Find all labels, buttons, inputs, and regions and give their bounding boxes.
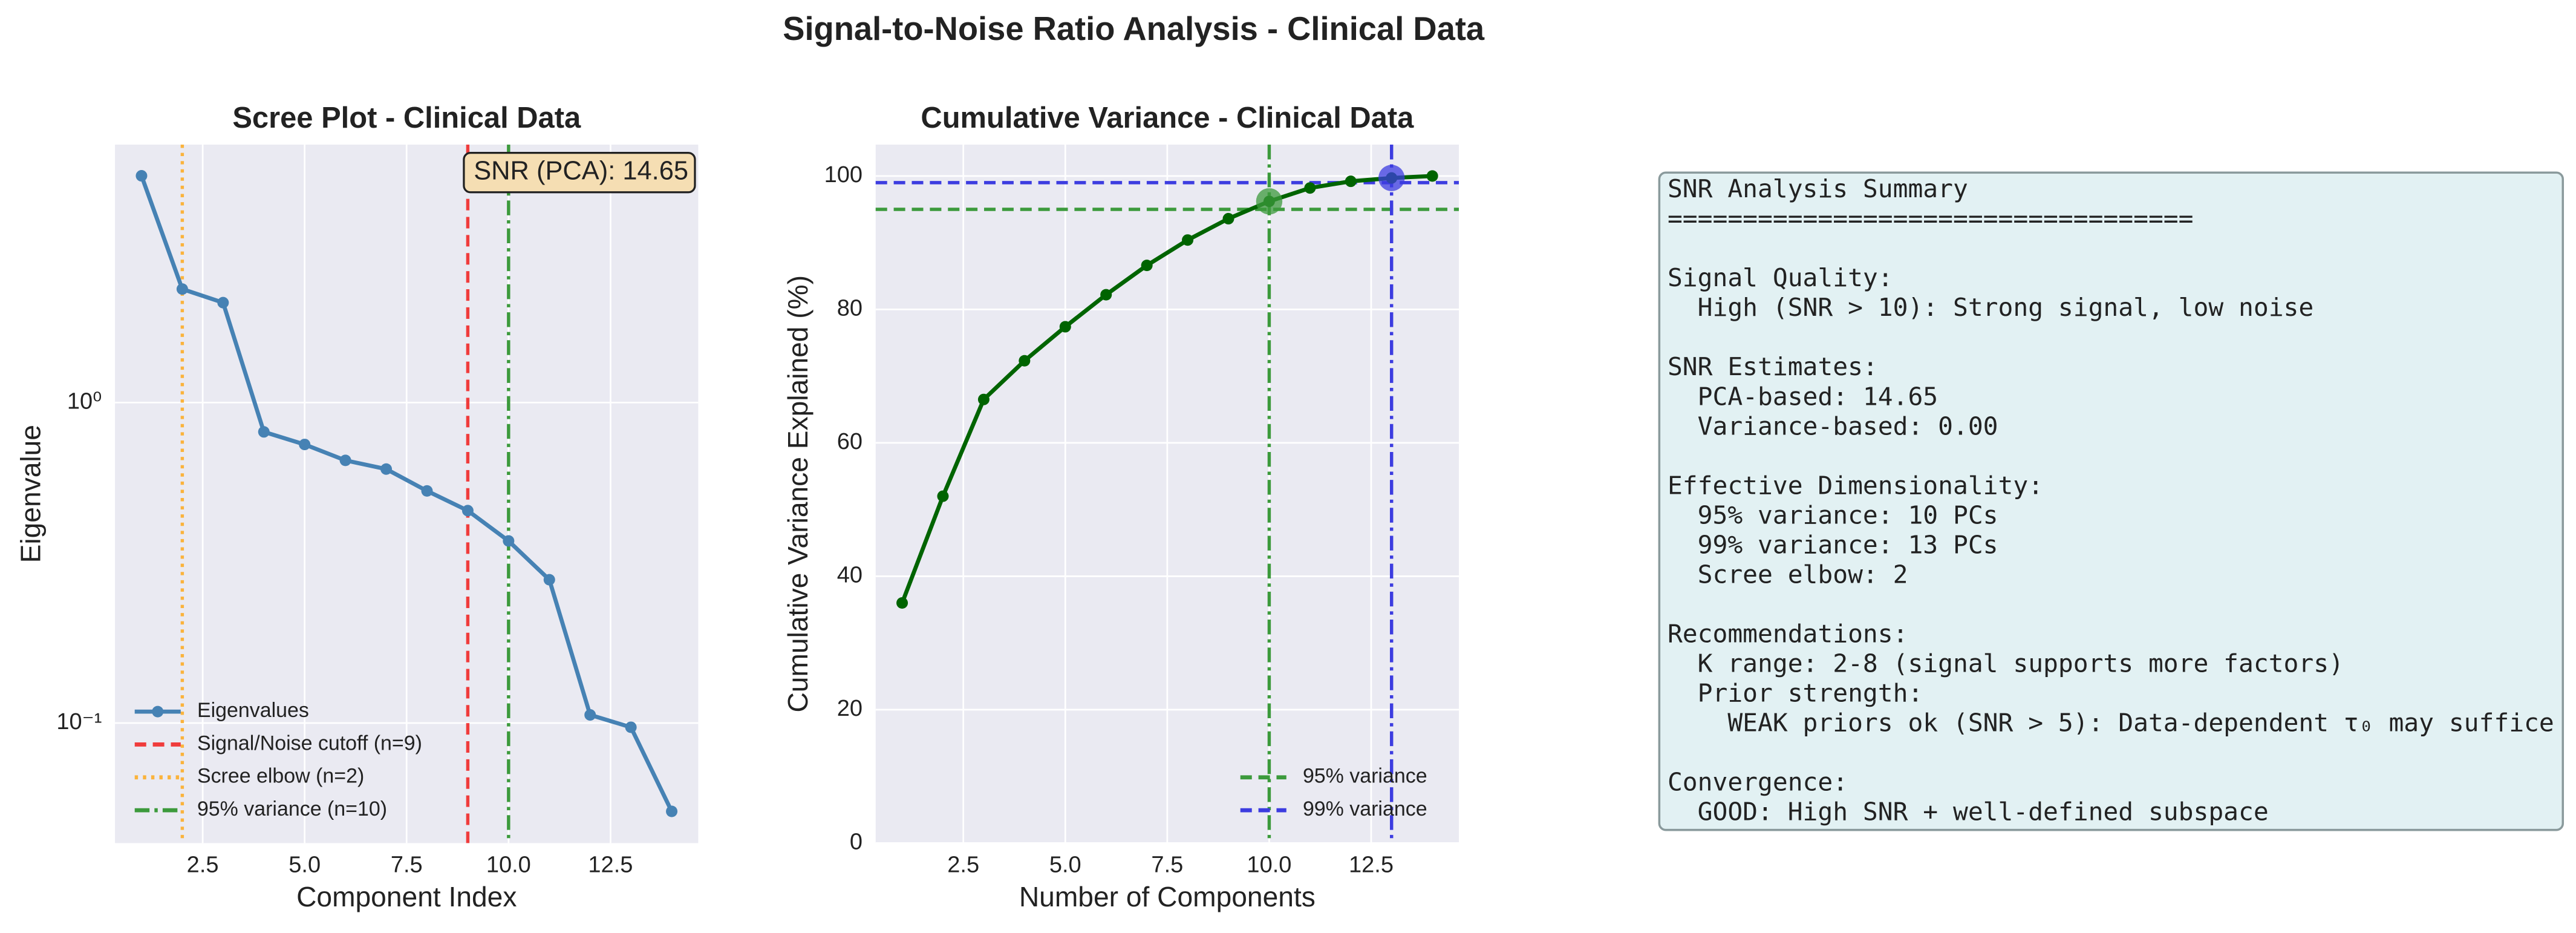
summary-line: PCA-based: 14.65 — [1668, 382, 1938, 411]
summary-rule: =================================== — [1668, 204, 2194, 233]
y-tick-label: 80 — [837, 295, 862, 321]
data-point — [1100, 289, 1112, 301]
data-point — [421, 485, 433, 497]
legend-label: Signal/Noise cutoff (n=9) — [197, 732, 422, 755]
y-tick-label: 20 — [837, 696, 862, 721]
highlight-point — [1256, 188, 1283, 215]
highlight-point — [1378, 165, 1405, 191]
summary-heading: Signal Quality: — [1668, 263, 1893, 292]
summary-line: 95% variance: 10 PCs — [1668, 500, 1998, 529]
summary-line: Variance-based: 0.00 — [1668, 411, 1998, 440]
data-point — [977, 393, 990, 405]
data-point — [339, 454, 351, 466]
data-point — [258, 426, 270, 438]
y-tick-label: 10⁻¹ — [56, 709, 102, 735]
data-point — [461, 505, 474, 517]
plot: 2.5 5.0 7.5 10.0 12.5 0 20 40 60 80 100 Cumulative … — [782, 102, 1459, 912]
summary-heading: Convergence: — [1668, 768, 1848, 797]
summary-panel: SNR Analysis Summary====================… — [1658, 171, 2565, 831]
data-point — [380, 463, 393, 475]
x-axis-label: Number of Components — [1019, 881, 1316, 912]
chart-title: Scree Plot - Clinical Data — [232, 102, 581, 134]
x-tick-label: 7.5 — [1151, 852, 1183, 877]
y-tick-label: 10⁰ — [67, 388, 102, 414]
data-point — [896, 597, 908, 609]
legend-label: Scree elbow (n=2) — [197, 765, 364, 788]
y-axis-label: Eigenvalue — [15, 425, 47, 563]
figure-title: Signal-to-Noise Ratio Analysis - Clinica… — [783, 10, 1485, 47]
summary-line: GOOD: High SNR + well-defined subspace — [1668, 797, 2269, 827]
data-point — [1222, 212, 1234, 224]
annotation: SNR (PCA): 14.65 — [474, 157, 688, 186]
x-tick-label: 5.0 — [289, 852, 321, 877]
data-point — [1059, 321, 1071, 333]
data-point — [1141, 260, 1153, 272]
data-line — [139, 175, 674, 813]
x-tick-label: 12.5 — [588, 852, 633, 877]
data-point — [1304, 182, 1316, 194]
plot: 2.5 5.0 7.5 10.0 12.5 10⁻¹ 10⁰ Scree Plot - Cli… — [15, 102, 699, 912]
x-tick-label: 7.5 — [391, 852, 423, 877]
data-line — [900, 174, 1433, 604]
legend-label: 95% variance (n=10) — [197, 797, 387, 820]
data-point — [543, 574, 555, 586]
data-point — [937, 490, 949, 502]
summary-line: WEAK priors ok (SNR > 5): Data-dependent… — [1668, 709, 2554, 738]
x-axis-label: Component Index — [296, 881, 517, 912]
y-tick-label: 100 — [824, 162, 862, 188]
legend-label: 99% variance — [1303, 797, 1427, 820]
x-tick-label: 5.0 — [1049, 852, 1081, 877]
summary-heading: SNR Estimates: — [1668, 352, 1878, 381]
y-tick-label: 0 — [850, 829, 862, 854]
summary-title: SNR Analysis Summary — [1668, 174, 1968, 203]
data-point — [503, 535, 515, 547]
data-point — [1019, 355, 1031, 367]
data-point — [625, 721, 637, 733]
legend-marker — [152, 705, 164, 718]
x-tick-label: 2.5 — [947, 852, 979, 877]
annotation-box — [463, 151, 696, 194]
summary-heading: Effective Dimensionality: — [1668, 471, 2043, 500]
data-point — [135, 170, 148, 182]
x-tick-label: 10.0 — [486, 852, 531, 877]
data-point — [666, 805, 678, 817]
data-point — [584, 709, 596, 721]
summary-line: High (SNR > 10): Strong signal, low nois… — [1668, 293, 2314, 322]
chart-title: Cumulative Variance - Clinical Data — [921, 102, 1414, 134]
y-axis-label: Cumulative Variance Explained (%) — [782, 275, 814, 713]
summary-line: Scree elbow: 2 — [1668, 560, 1908, 589]
y-tick-label: 60 — [837, 429, 862, 454]
summary-heading: Recommendations: — [1668, 619, 1908, 648]
data-point — [1426, 170, 1438, 182]
data-point — [176, 283, 188, 295]
legend-label: 95% variance — [1303, 765, 1427, 788]
data-point — [299, 439, 311, 451]
summary-line: 99% variance: 13 PCs — [1668, 530, 1998, 559]
x-tick-label: 10.0 — [1247, 852, 1291, 877]
data-point — [217, 296, 229, 309]
x-tick-label: 2.5 — [187, 852, 219, 877]
summary-line: K range: 2-8 (signal supports more facto… — [1668, 649, 2344, 678]
data-point — [1182, 234, 1194, 246]
x-tick-label: 12.5 — [1349, 852, 1394, 877]
data-point — [1345, 175, 1357, 188]
summary-line: Prior strength: — [1668, 679, 1923, 708]
legend-label: Eigenvalues — [197, 699, 309, 722]
summary-box — [1658, 171, 2565, 831]
y-tick-label: 40 — [837, 562, 862, 588]
